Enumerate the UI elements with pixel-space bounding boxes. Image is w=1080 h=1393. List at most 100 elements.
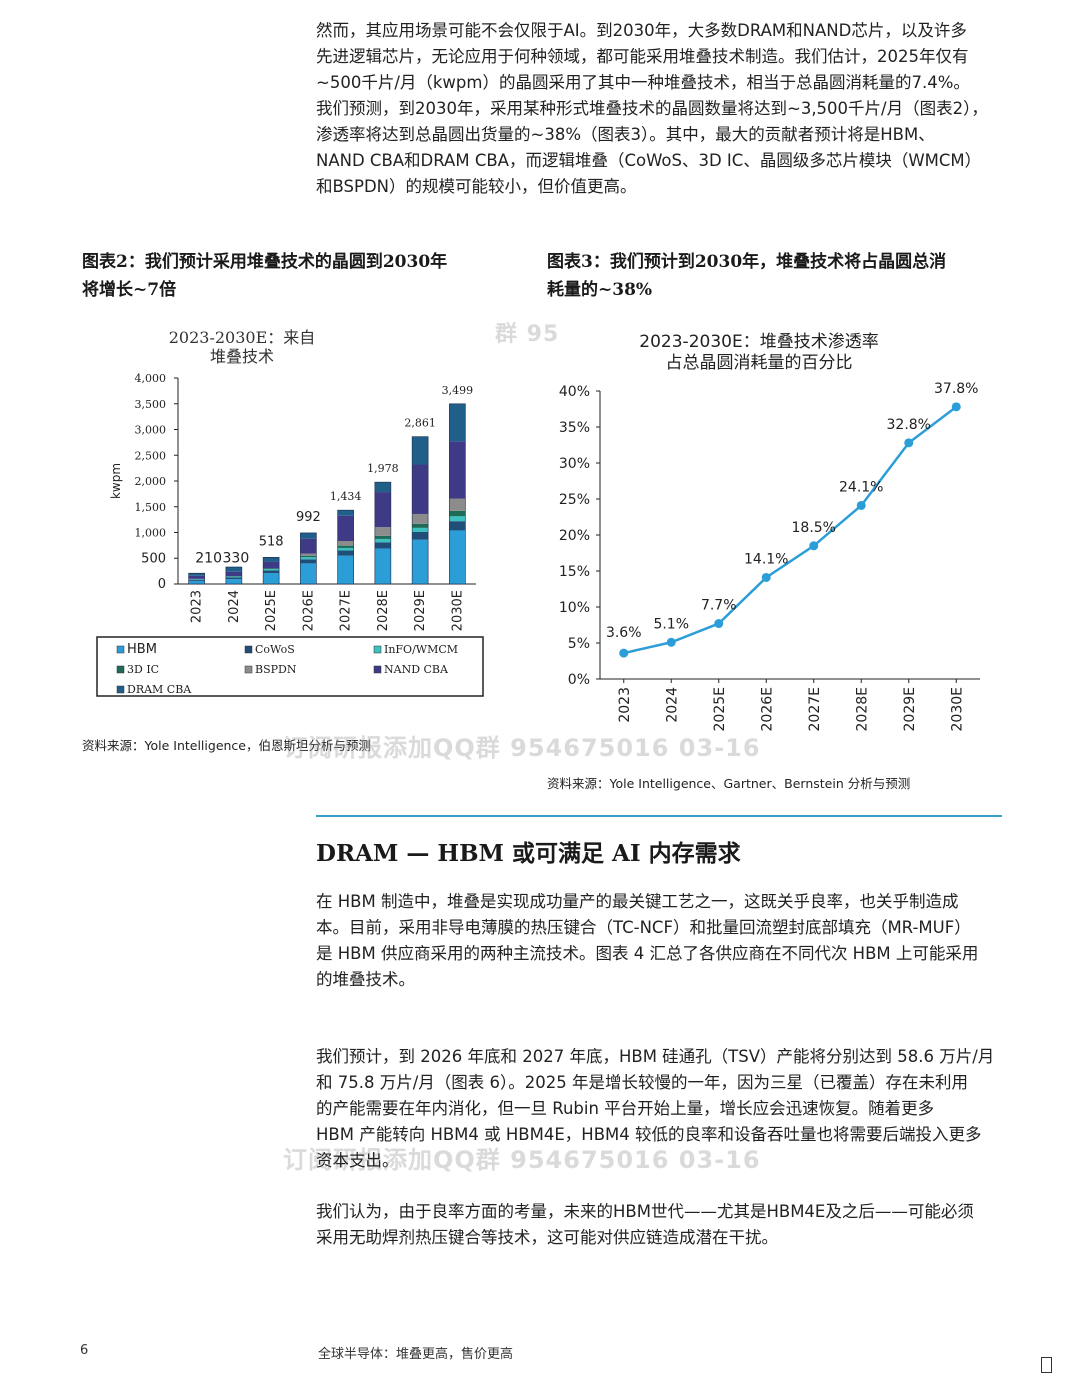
paragraph-line: HBM 产能转向 HBM4 或 HBM4E，HBM4 较低的良率和设备吞吐量也将…	[316, 1125, 982, 1144]
y-tick-label: 2,500	[135, 449, 167, 462]
data-label: 3.6%	[606, 625, 642, 641]
x-tick-label: 2028E	[376, 590, 391, 631]
bar-segment-3d-ic	[449, 510, 466, 517]
chart-title: 占总晶圆消耗量的百分比	[666, 353, 853, 373]
bar-outline	[262, 557, 280, 585]
x-tick-label: 2030E	[450, 590, 465, 631]
y-tick-label: 3,000	[135, 424, 167, 437]
y-tick-label: 5%	[568, 636, 590, 652]
bar-segment-cowos	[188, 579, 205, 581]
bar-outline	[225, 566, 243, 585]
y-tick-label: 25%	[559, 492, 590, 508]
x-tick-label: 2023	[190, 590, 205, 623]
data-label: 32.8%	[887, 417, 931, 433]
figure3-source: 资料来源：Yole Intelligence、Gartner、Bernstein…	[547, 776, 911, 791]
data-point	[714, 619, 724, 629]
bar-segment-info-wmcm	[300, 557, 317, 560]
bar-segment-nand-cba	[374, 492, 391, 528]
y-tick-label: 1,500	[135, 501, 167, 514]
y-tick-label: 30%	[559, 456, 590, 472]
y-tick-label: 500	[141, 551, 166, 566]
bar-total-label: 1,978	[367, 462, 399, 475]
bar-segment-dram-cba	[412, 436, 429, 465]
y-tick-label: 0	[158, 577, 166, 592]
intro-line: 渗透率将达到总晶圆出货量的~38%（图表3）。其中，最大的贡献者预计将是HBM、	[316, 125, 935, 144]
paragraph-line: 在 HBM 制造中，堆叠是实现成功量产的最关键工艺之一，这既关乎良率，也关乎制造…	[316, 892, 959, 911]
bar-segment-hbm	[300, 563, 317, 584]
legend-swatch	[116, 685, 125, 694]
legend-swatch	[116, 645, 125, 654]
legend-swatch	[116, 665, 125, 674]
x-tick-label: 2030E	[949, 687, 965, 731]
watermark: 订阅研报添加QQ群 954675016 03-16	[283, 734, 761, 762]
data-point	[761, 572, 771, 582]
legend-swatch	[373, 645, 382, 654]
section-divider	[316, 815, 1002, 817]
bar-segment-nand-cba	[225, 571, 242, 577]
y-axis-label: kwpm	[109, 463, 123, 499]
bar-segment-nand-cba	[449, 441, 466, 499]
bar-segment-info-wmcm	[449, 516, 466, 522]
x-tick-label: 2025E	[712, 687, 728, 731]
bar-segment-hbm	[263, 573, 280, 584]
bar-segment-hbm	[449, 530, 466, 584]
chart-title: 2023-2030E：来自	[169, 328, 316, 347]
bar-segment-3d-ic	[263, 568, 280, 570]
bar-segment-bspdn	[449, 498, 466, 511]
data-point	[951, 402, 961, 412]
data-label: 18.5%	[792, 520, 836, 536]
watermark: 群 95	[495, 322, 560, 347]
bar-segment-nand-cba	[188, 575, 205, 579]
x-tick-label: 2023	[617, 687, 633, 723]
bar-segment-cowos	[263, 570, 280, 574]
figure3-title-line: 耗量的~38%	[547, 280, 653, 300]
y-tick-label: 20%	[559, 528, 590, 544]
bar-outline	[449, 403, 466, 585]
data-label: 37.8%	[934, 381, 978, 397]
data-point	[666, 637, 676, 647]
legend-box	[96, 636, 484, 697]
data-point	[619, 648, 629, 658]
bar-segment-dram-cba	[337, 510, 354, 516]
bar-segment-hbm	[412, 539, 429, 584]
bar-total-label: 992	[296, 510, 321, 525]
bar-segment-3d-ic	[374, 535, 391, 539]
intro-line: ~500千片/月（kwpm）的晶圆采用了其中一种堆叠技术，相当于总晶圆消耗量的7…	[316, 73, 970, 92]
figure2-title-line: 将增长~7倍	[82, 280, 177, 300]
bar-segment-bspdn	[412, 513, 429, 524]
intro-line: 我们预测，到2030年，采用某种形式堆叠技术的晶圆数量将达到~3,500千片/月…	[316, 99, 988, 118]
paragraph-line: 我们认为，由于良率方面的考量，未来的HBM世代——尤其是HBM4E及之后——可能…	[316, 1202, 974, 1221]
bar-total-label: 2,861	[404, 417, 436, 430]
figure2-title-line: 图表2：我们预计采用堆叠技术的晶圆到2030年	[82, 252, 448, 272]
section-paragraph-3: 我们认为，由于良率方面的考量，未来的HBM世代——尤其是HBM4E及之后——可能…	[316, 1199, 1016, 1251]
bar-segment-nand-cba	[337, 515, 354, 541]
x-tick-label: 2026E	[759, 687, 775, 731]
paragraph-line: 我们预计，到 2026 年底和 2027 年底，HBM 硅通孔（TSV）产能将分…	[316, 1047, 995, 1066]
data-label: 24.1%	[839, 479, 883, 495]
figure2-source: 资料来源：Yole Intelligence，伯恩斯坦分析与预测	[82, 738, 371, 753]
x-tick-label: 2026E	[301, 590, 316, 631]
intro-line: 先进逻辑芯片，无论应用于何种领域，都可能采用堆叠技术制造。我们估计，2025年仅…	[316, 47, 969, 66]
watermark: 订阅研报添加QQ群 954675016 03-16	[283, 1146, 761, 1174]
data-point	[904, 438, 914, 448]
bar-segment-cowos	[225, 577, 242, 580]
y-tick-label: 1,000	[135, 527, 167, 540]
figure2-title: 图表2：我们预计采用堆叠技术的晶圆到2030年 将增长~7倍	[82, 248, 447, 304]
intro-paragraph: 然而，其应用场景可能不会仅限于AI。到2030年，大多数DRAM和NAND芯片，…	[316, 18, 1016, 200]
bar-segment-bspdn	[300, 553, 317, 556]
y-tick-label: 40%	[559, 384, 590, 400]
bar-segment-3d-ic	[300, 555, 317, 558]
bar-segment-3d-ic	[337, 545, 354, 548]
bar-total-label: 3,499	[442, 384, 474, 397]
bar-segment-nand-cba	[412, 464, 429, 514]
legend-label: CoWoS	[255, 643, 295, 656]
bar-segment-bspdn	[337, 540, 354, 546]
bar-segment-cowos	[449, 521, 466, 531]
bar-outline	[374, 481, 392, 585]
legend-label: InFO/WMCM	[384, 643, 458, 656]
bar-outline	[337, 509, 354, 585]
x-tick-label: 2024	[664, 687, 680, 723]
bar-segment-dram-cba	[263, 557, 280, 562]
bar-segment-info-wmcm	[188, 579, 205, 580]
